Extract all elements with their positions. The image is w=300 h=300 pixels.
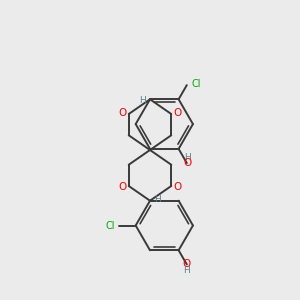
Text: H: H <box>183 266 190 275</box>
Text: Cl: Cl <box>191 79 201 89</box>
Text: O: O <box>182 260 190 269</box>
Text: Cl: Cl <box>106 221 115 231</box>
Text: H: H <box>154 195 161 204</box>
Text: O: O <box>174 108 182 118</box>
Text: O: O <box>174 182 182 192</box>
Text: O: O <box>118 108 126 118</box>
Text: H: H <box>139 96 146 105</box>
Text: O: O <box>118 182 126 192</box>
Text: O: O <box>183 158 191 168</box>
Text: H: H <box>184 153 190 162</box>
